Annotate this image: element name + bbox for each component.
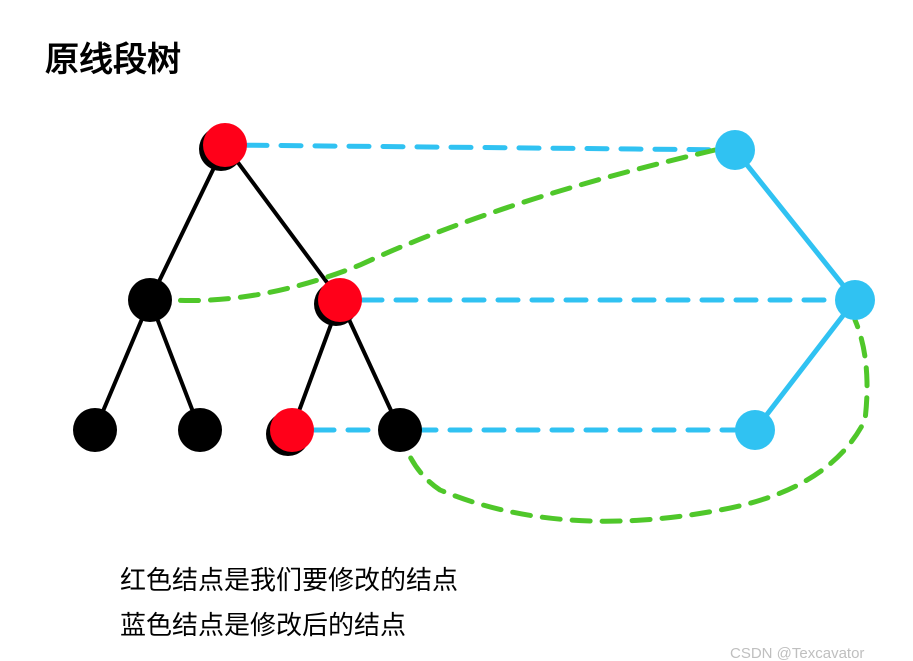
caption-red: 红色结点是我们要修改的结点 (120, 560, 458, 597)
watermark: CSDN @Texcavator (730, 645, 864, 661)
caption-blue: 蓝色结点是修改后的结点 (120, 605, 406, 642)
diagram-title: 原线段树 (45, 32, 181, 81)
